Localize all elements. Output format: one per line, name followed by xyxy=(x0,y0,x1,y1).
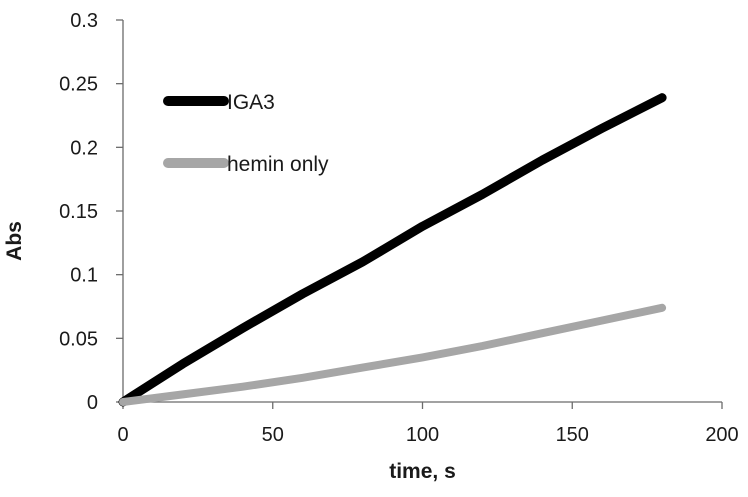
y-tick-label: 0.15 xyxy=(59,201,98,223)
legend: IGA3 hemin only xyxy=(163,91,329,176)
y-ticks: 0 0.05 0.1 0.15 0.2 0.25 0.3 xyxy=(59,10,123,414)
x-tick-label: 100 xyxy=(406,424,439,446)
series-line-hemin-only xyxy=(119,303,667,406)
series-line-iga3 xyxy=(118,93,667,407)
x-tick-label: 150 xyxy=(556,424,589,446)
legend-label: hemin only xyxy=(227,153,329,176)
x-axis-title: time, s xyxy=(389,460,456,483)
x-tick-label: 200 xyxy=(705,424,738,446)
y-tick-label: 0.2 xyxy=(70,137,98,159)
x-ticks: 0 50 100 150 200 xyxy=(117,402,739,446)
x-tick-label: 0 xyxy=(117,424,128,446)
y-tick-label: 0.05 xyxy=(59,328,98,350)
y-tick-label: 0.3 xyxy=(70,10,98,32)
x-tick-label: 50 xyxy=(262,424,284,446)
legend-label: IGA3 xyxy=(227,91,275,114)
y-tick-label: 0 xyxy=(87,392,98,414)
y-axis-title: Abs xyxy=(3,221,26,261)
series-layer xyxy=(118,93,667,407)
y-tick-label: 0.25 xyxy=(59,74,98,96)
y-tick-label: 0.1 xyxy=(70,265,98,287)
